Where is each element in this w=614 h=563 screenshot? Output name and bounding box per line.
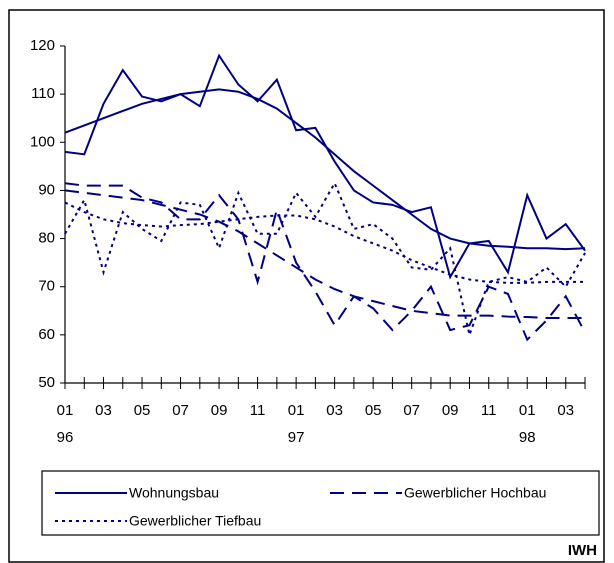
x-tick-label: 03	[326, 402, 343, 419]
legend-box	[41, 470, 600, 536]
x-tick-label: 07	[172, 402, 189, 419]
y-tick-label: 90	[38, 181, 55, 198]
y-tick-label: 70	[38, 278, 55, 295]
series-line	[64, 53, 586, 280]
y-tick-label: 80	[38, 230, 55, 247]
legend-label: Gewerblicher Tiefbau	[129, 513, 261, 529]
series-line	[64, 182, 586, 342]
y-tick-label: 50	[38, 374, 55, 391]
y-tick-label: 120	[30, 37, 55, 54]
x-tick-label: 07	[403, 402, 420, 419]
trend-line	[64, 189, 586, 320]
x-tick-label: 03	[95, 402, 112, 419]
x-tick-label: 05	[134, 402, 151, 419]
x-tick-label: 01	[288, 402, 305, 419]
x-year-label: 98	[519, 429, 536, 446]
legend-label: Wohnungsbau	[129, 485, 219, 501]
y-tick-label: 100	[30, 133, 55, 150]
series-line	[64, 180, 586, 339]
y-tick-label: 110	[31, 85, 55, 102]
frame	[8, 9, 605, 563]
trend-line	[64, 88, 586, 251]
trend-line	[64, 201, 586, 284]
x-tick-label: 09	[442, 402, 459, 419]
x-year-label: 97	[288, 429, 305, 446]
legend-label: Gewerblicher Hochbau	[404, 485, 546, 501]
x-tick-label: 11	[481, 402, 497, 419]
x-tick-label: 05	[365, 402, 382, 419]
x-year-label: 96	[57, 429, 74, 446]
x-tick-label: 03	[557, 402, 574, 419]
x-tick-label: 01	[519, 402, 536, 419]
y-tick-label: 60	[38, 326, 55, 343]
x-tick-label: 01	[57, 402, 74, 419]
x-tick-label: 11	[250, 402, 266, 419]
source: IWH	[568, 542, 597, 559]
x-tick-label: 09	[211, 402, 228, 419]
